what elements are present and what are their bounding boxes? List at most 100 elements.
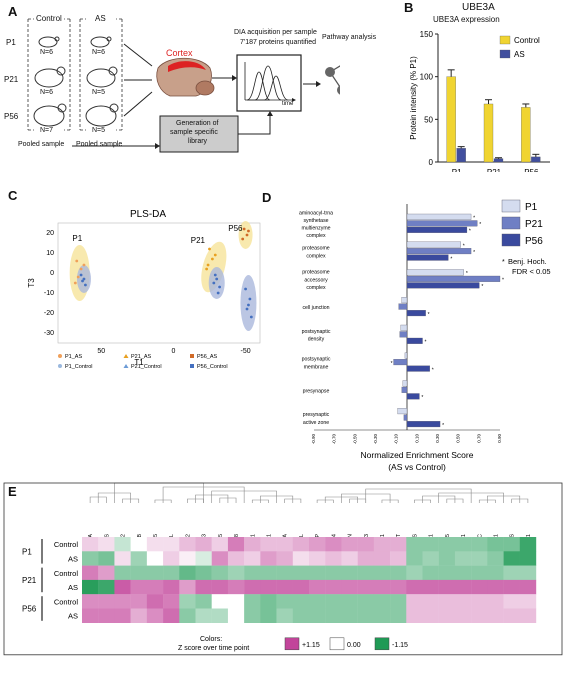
panel-a-time-label: time	[282, 101, 294, 107]
e-heatmap-cell	[390, 579, 407, 595]
c-legend-marker	[123, 354, 129, 358]
e-heatmap-cell	[309, 579, 326, 595]
e-heatmap-cell	[163, 594, 180, 609]
c-point	[245, 233, 249, 237]
c-point	[249, 315, 253, 319]
e-heatmap-cell	[260, 579, 277, 595]
c-legend-marker	[190, 364, 194, 368]
panel-a-pooled-control: Pooled sample	[18, 141, 65, 148]
d-significance-star: *	[469, 229, 471, 235]
panel-c-chart: PLS-DA P1 P21 P56 50 0 -50 20 10 0 -10 -20 -30 T1 T3 P1…	[27, 209, 261, 370]
d-x-tick-label: 0.30	[435, 434, 440, 443]
e-heatmap-cell	[195, 537, 212, 552]
e-heatmap-cell	[179, 579, 196, 595]
e-heatmap-cell	[373, 551, 391, 566]
d-bar	[406, 282, 480, 289]
d-bar	[403, 414, 408, 421]
d-bar	[397, 408, 408, 415]
d-significance-star: *	[479, 222, 481, 228]
panel-a-n-p1-as: N=6	[92, 49, 106, 56]
e-heatmap-cell	[179, 551, 196, 566]
c-title: PLS-DA	[130, 209, 166, 220]
e-heatmap-cell	[503, 594, 520, 609]
e-heatmap-cell	[438, 608, 456, 623]
e-heatmap-cell	[503, 537, 520, 552]
e-heatmap-cell	[438, 537, 456, 552]
d-legend-swatch	[501, 199, 521, 213]
c-point	[75, 259, 79, 263]
d-category-label: synthetase	[303, 218, 328, 224]
b-bar	[483, 103, 494, 163]
e-heatmap-cell	[341, 608, 358, 623]
d-category-label: aminoacyl-trna	[299, 210, 333, 216]
c-point	[245, 307, 249, 311]
e-heatmap-cell	[276, 565, 293, 581]
e-heatmap-cell	[373, 565, 391, 581]
e-heatmap-cell	[244, 608, 261, 623]
e-heatmap-cell	[487, 608, 504, 623]
d-x-label: Normalized Enrichment Score	[361, 450, 474, 460]
c-ellipse-p56-as	[238, 221, 253, 249]
d-x-tick-label: 0.10	[414, 434, 419, 443]
e-heatmap-cell	[98, 594, 115, 609]
e-heatmap-cell	[82, 608, 99, 623]
panel-a-dia-line1: DIA acquisition per sample	[234, 29, 317, 36]
d-x-tick-label: 0.50	[456, 434, 461, 443]
c-point	[210, 257, 214, 261]
e-heatmap-cell	[276, 608, 293, 623]
d-category-label: active zone	[303, 420, 329, 426]
e-row-label: AS	[68, 583, 78, 592]
b-legend-swatch	[499, 49, 511, 59]
d-bar	[406, 254, 449, 261]
e-legend-swatch	[284, 637, 300, 651]
e-heatmap-cell	[309, 608, 326, 623]
c-point	[205, 267, 209, 271]
e-heatmap-cell	[130, 565, 148, 581]
d-significance-star: *	[391, 361, 393, 367]
panel-a-pooled-as: Pooled sample	[76, 141, 123, 148]
e-heatmap-cell	[179, 594, 196, 609]
d-significance-star: *	[502, 278, 504, 284]
d-bar	[398, 303, 408, 310]
d-x-tick-label: -0.90	[311, 434, 316, 445]
e-heatmap-cell	[276, 594, 293, 609]
c-y-tick-label: 20	[46, 230, 54, 237]
c-y-label: T3	[27, 278, 36, 288]
c-y-tick-label: 10	[46, 250, 54, 257]
panel-d-letter: D	[262, 190, 272, 205]
b-bar	[446, 76, 456, 163]
e-heatmap-cell	[406, 551, 423, 566]
c-point	[218, 285, 222, 289]
e-heatmap-cell	[244, 565, 261, 581]
e-heatmap-cell	[390, 537, 407, 552]
e-heatmap-cell	[146, 551, 164, 566]
c-group-label-p1: P1	[72, 234, 82, 243]
e-heatmap-cell	[82, 551, 99, 566]
c-y-tick-label: -20	[44, 310, 54, 317]
e-heatmap-cell	[519, 608, 537, 623]
d-category-label: presynaptic	[303, 412, 330, 418]
b-bar	[493, 158, 504, 163]
e-heatmap-cell	[227, 579, 245, 595]
e-colors-label: Colors:	[200, 636, 222, 643]
e-dendrogram	[89, 482, 529, 503]
e-heatmap-cell	[341, 565, 358, 581]
e-heatmap-cell	[341, 537, 358, 552]
d-category-label: presynapse	[303, 388, 330, 394]
e-heatmap-cell	[114, 579, 131, 595]
panel-a-control-header: Control	[36, 14, 62, 23]
c-legend-label: P1_AS	[65, 354, 82, 360]
c-plot-frame	[57, 222, 261, 344]
e-heatmap-cell	[163, 608, 180, 623]
d-significance-star: *	[481, 284, 483, 290]
e-heatmap-cell	[438, 579, 456, 595]
d-significance-note: Benj. Hoch.	[508, 257, 547, 266]
e-row-label: Control	[54, 569, 79, 578]
c-point	[79, 267, 83, 271]
e-heatmap-cell	[406, 608, 423, 623]
d-legend-swatch	[501, 216, 521, 230]
d-category-label: postsynaptic	[302, 329, 331, 335]
e-heatmap-cell	[292, 608, 310, 623]
c-y-tick-label: -30	[44, 330, 54, 337]
e-heatmap-cell	[325, 551, 342, 566]
